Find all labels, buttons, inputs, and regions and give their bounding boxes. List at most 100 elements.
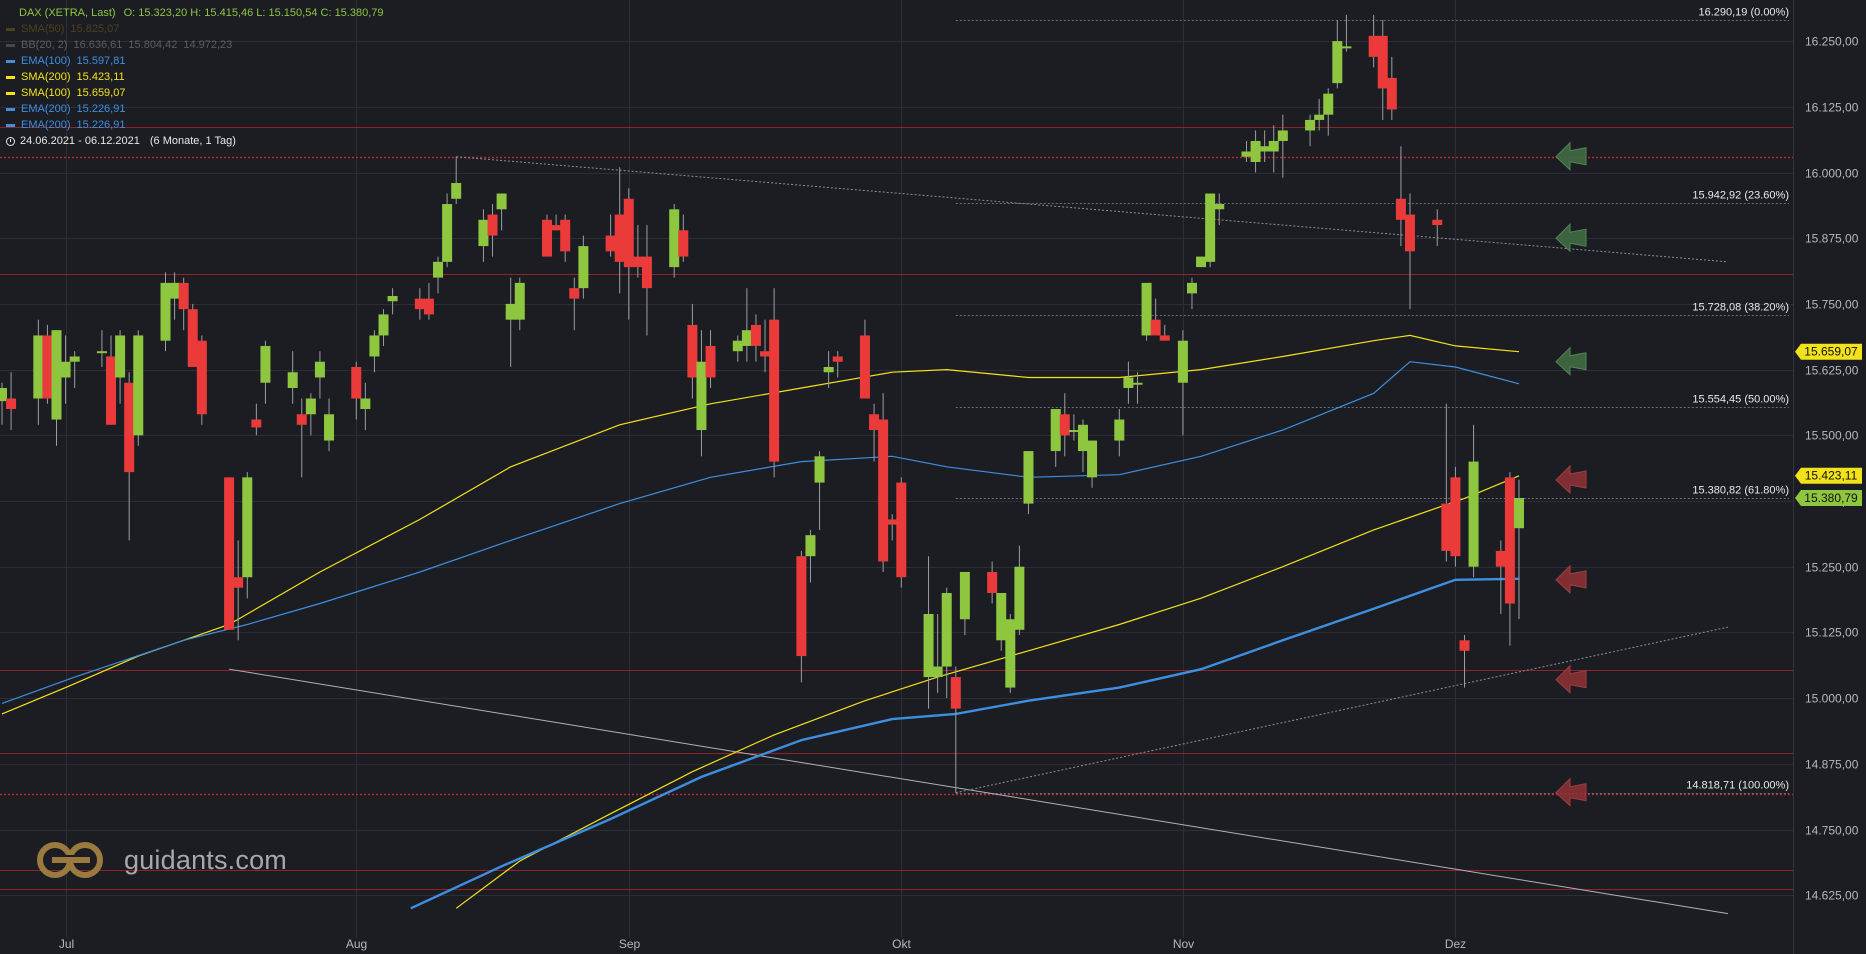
y-tick-label: 16.000,00 bbox=[1805, 167, 1859, 181]
candle-down bbox=[859, 335, 870, 399]
ohlc-values: O: 15.323,20 H: 15.415,46 L: 15.150,54 C… bbox=[123, 7, 384, 19]
legend-indicator-row: EMA(200) 15.226,91 bbox=[6, 117, 384, 133]
candle-up bbox=[741, 330, 752, 346]
candle-up bbox=[1323, 93, 1334, 115]
fib-level-label: 15.728,08 (38.20%) bbox=[1692, 302, 1789, 314]
y-tick-label: 16.250,00 bbox=[1805, 35, 1859, 49]
candle-down bbox=[1150, 319, 1161, 336]
candle-up bbox=[169, 282, 180, 299]
candle-down bbox=[251, 419, 262, 428]
legend-swatch bbox=[6, 27, 15, 31]
candle-down bbox=[832, 356, 843, 362]
candle-up bbox=[1268, 140, 1279, 152]
indicator-value: 15.597,81 bbox=[76, 55, 126, 67]
candle-up bbox=[1050, 409, 1061, 452]
fibonacci-retracement: 16.290,19 (0.00%) 15.942,92 (23.60%) 15.72… bbox=[955, 7, 1789, 794]
candle-down bbox=[750, 324, 761, 346]
arrow-red-icon bbox=[1555, 464, 1587, 495]
y-tick-label: 14.875,00 bbox=[1805, 758, 1859, 772]
trendline bbox=[229, 668, 1729, 915]
ma-line-sma100 bbox=[1, 334, 1520, 715]
candle-down bbox=[42, 335, 53, 399]
candle-up bbox=[1014, 566, 1025, 630]
candle-up bbox=[305, 398, 316, 415]
candle-up bbox=[0, 387, 7, 402]
indicator-label: EMA(100) bbox=[21, 55, 71, 67]
candle-down bbox=[1368, 35, 1379, 57]
candle-down bbox=[605, 235, 616, 252]
candle-down bbox=[878, 419, 889, 562]
indicator-value: 15.226,91 bbox=[76, 103, 126, 115]
indicator-value: 15.659,07 bbox=[76, 87, 126, 99]
candlesticks bbox=[0, 14, 1524, 793]
indicator-value: 16.636,61 bbox=[73, 39, 123, 51]
guidants-logo: guidants.com bbox=[36, 838, 287, 882]
legend-swatch bbox=[6, 91, 15, 95]
x-tick-label: Okt bbox=[892, 937, 911, 951]
legend-swatch bbox=[6, 75, 15, 79]
price-badges: 15.659,07 15.423,11 15.380,79 bbox=[1795, 343, 1862, 506]
candle-up bbox=[514, 282, 525, 320]
candle-up bbox=[1205, 193, 1216, 262]
y-tick-label: 14.625,00 bbox=[1805, 889, 1859, 903]
legend-indicator-row: BB(20, 2) 16.636,61 15.804,42 14.972,23 bbox=[6, 37, 384, 53]
candle-up bbox=[69, 356, 80, 362]
support-resistance-lines bbox=[0, 127, 1793, 890]
candle-down bbox=[896, 482, 907, 578]
candle-up bbox=[287, 372, 298, 388]
legend-title-row: DAX (XETRA, Last) O: 15.323,20 H: 15.415… bbox=[6, 5, 384, 21]
candle-up bbox=[1259, 146, 1270, 152]
candle-up bbox=[242, 477, 253, 578]
arrow-red-icon bbox=[1555, 777, 1587, 807]
candle-down bbox=[296, 414, 307, 425]
candle-up bbox=[1177, 340, 1188, 383]
candle-down bbox=[1159, 335, 1170, 341]
ma-line-sma200 bbox=[455, 475, 1520, 909]
legend-indicator-row: EMA(200) 15.226,91 bbox=[6, 101, 384, 117]
candle-up bbox=[814, 456, 825, 483]
arrow-red-icon bbox=[1555, 564, 1587, 594]
candle-down bbox=[678, 230, 689, 257]
candle-up bbox=[33, 335, 44, 399]
clock-icon bbox=[6, 136, 15, 146]
candle-up bbox=[1514, 497, 1524, 529]
candle-down bbox=[569, 288, 580, 299]
y-tick-label: 15.000,00 bbox=[1805, 692, 1859, 706]
candle-down bbox=[1432, 219, 1443, 226]
legend-swatch bbox=[6, 123, 15, 127]
candle-up bbox=[1141, 282, 1152, 336]
candle-up bbox=[96, 351, 107, 354]
moving-averages bbox=[1, 334, 1520, 910]
candle-down bbox=[551, 225, 562, 231]
candle-up bbox=[996, 592, 1007, 641]
candle-up bbox=[1214, 204, 1225, 210]
candle-up bbox=[578, 246, 589, 289]
candle-up bbox=[669, 209, 680, 268]
candle-up bbox=[932, 666, 943, 678]
candle-down bbox=[687, 324, 698, 378]
candle-up bbox=[1250, 140, 1261, 162]
arrow-green-icon bbox=[1555, 346, 1587, 376]
candle-down bbox=[124, 382, 135, 473]
candle-up bbox=[1468, 461, 1479, 567]
candle-down bbox=[178, 282, 189, 310]
indicator-value: 15.423,11 bbox=[76, 71, 125, 83]
candle-up bbox=[1314, 114, 1325, 120]
candle-up bbox=[696, 361, 707, 431]
arrow-green-icon bbox=[1555, 222, 1587, 253]
candle-up bbox=[1277, 130, 1288, 141]
candle-down bbox=[1441, 503, 1452, 551]
fib-level-label: 15.380,82 (61.80%) bbox=[1692, 485, 1789, 497]
candle-down bbox=[1504, 477, 1515, 604]
x-tick-label: Nov bbox=[1173, 937, 1194, 951]
legend-swatch bbox=[6, 107, 15, 111]
candle-up bbox=[1132, 382, 1143, 385]
y-tick-label: 15.625,00 bbox=[1805, 364, 1859, 378]
indicator-label: EMA(200) bbox=[21, 119, 71, 131]
candle-down bbox=[1386, 77, 1397, 110]
candle-down bbox=[1395, 198, 1406, 220]
candle-up bbox=[1332, 41, 1343, 84]
indicator-label: SMA(200) bbox=[21, 71, 71, 83]
candle-up bbox=[133, 335, 144, 436]
